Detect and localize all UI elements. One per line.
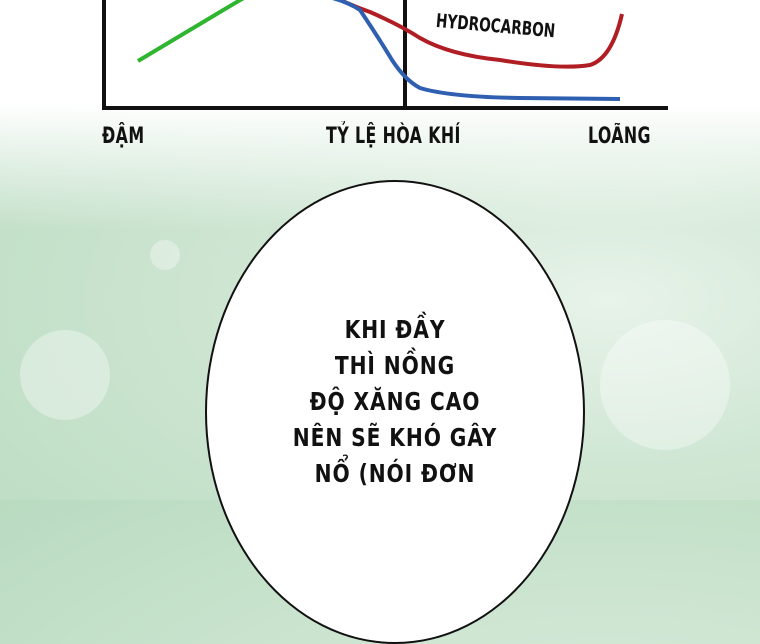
mixture-chart <box>102 0 668 110</box>
speech-bubble-text: KHI ĐẦY THÌ NỒNG ĐỘ XĂNG CAO NÊN SẼ KHÓ … <box>205 312 585 492</box>
x-left-label: ĐẬM <box>102 124 145 149</box>
hydrocarbon-curve <box>335 0 624 69</box>
bokeh-light <box>600 320 730 450</box>
bokeh-light <box>150 240 180 270</box>
bubble-line: NÊN SẼ KHÓ GÂY <box>292 423 498 452</box>
x-center-label: TỶ LỆ HÒA KHÍ <box>326 124 461 149</box>
bokeh-light <box>20 330 110 420</box>
bubble-line: THÌ NỒNG <box>334 351 456 380</box>
bubble-line: ĐỘ XĂNG CAO <box>309 387 481 416</box>
green-curve <box>136 0 245 63</box>
bubble-line: KHI ĐẦY <box>344 315 446 344</box>
blue-curve <box>332 0 621 101</box>
x-right-label: LOÃNG <box>588 124 651 149</box>
bubble-line: NỔ (NÓI ĐƠN <box>314 459 476 488</box>
